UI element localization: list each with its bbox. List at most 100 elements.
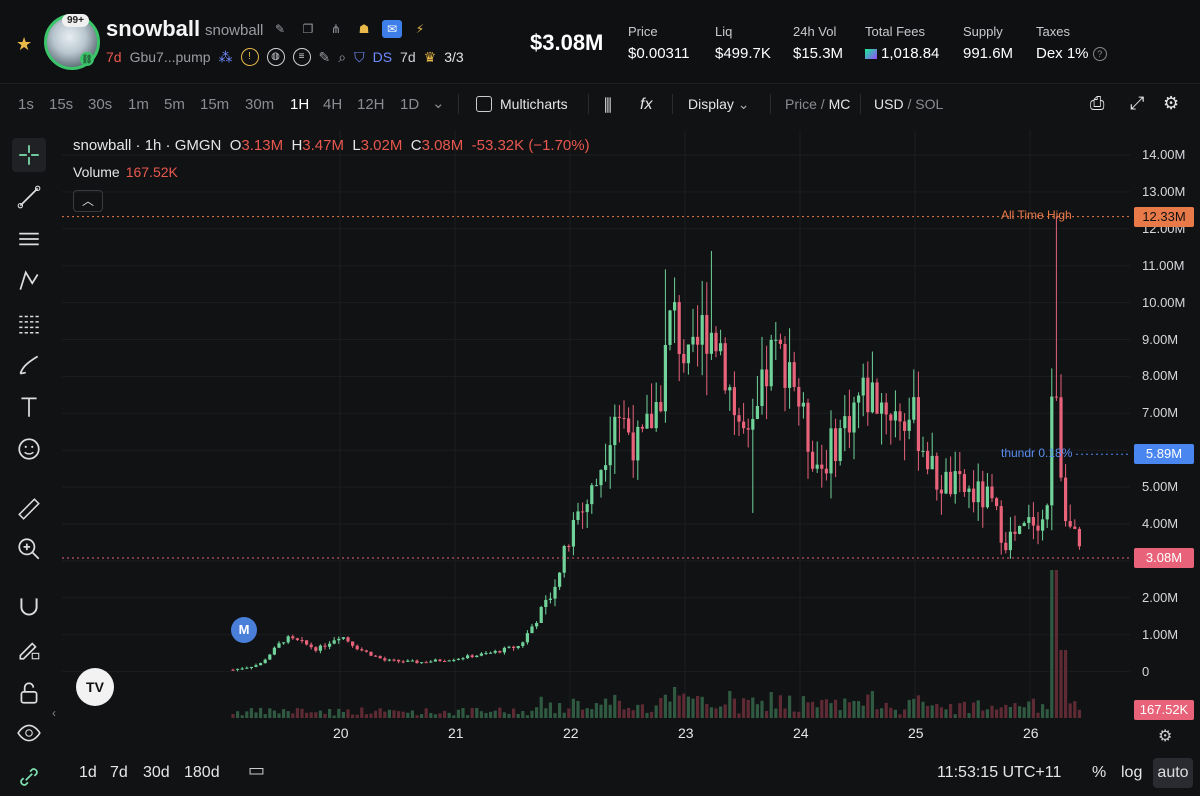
help-icon[interactable]: ? bbox=[1092, 47, 1107, 62]
chain-svg bbox=[20, 768, 38, 786]
candle-body bbox=[926, 450, 930, 470]
multicharts-toggle[interactable]: Multicharts bbox=[476, 96, 568, 112]
warning-icon[interactable]: ! bbox=[240, 48, 259, 66]
indicators-fx-icon[interactable]: fx bbox=[640, 96, 653, 113]
volume-bar bbox=[728, 690, 732, 718]
range-1d[interactable]: 1d bbox=[79, 764, 97, 781]
text-tool-icon[interactable] bbox=[12, 390, 46, 424]
mc-option[interactable]: MC bbox=[828, 96, 851, 112]
list-icon[interactable]: ≡ bbox=[292, 48, 311, 66]
share-icon[interactable]: ⋔ bbox=[330, 22, 342, 36]
tradingview-logo[interactable]: TV bbox=[76, 668, 114, 706]
timeframe-1d[interactable]: 1D bbox=[400, 96, 420, 113]
magnet-icon[interactable] bbox=[12, 590, 46, 624]
trendline-icon[interactable] bbox=[12, 180, 46, 214]
token-address[interactable]: Gbu7...pump bbox=[129, 49, 211, 65]
percent-toggle[interactable]: % bbox=[1092, 764, 1107, 781]
timeframe-4h[interactable]: 4H bbox=[323, 96, 343, 113]
chat-icon[interactable]: ✉ bbox=[382, 20, 402, 38]
candles bbox=[231, 216, 1081, 672]
text-svg bbox=[21, 397, 37, 417]
lock-drawing-icon[interactable] bbox=[12, 632, 46, 666]
log-toggle[interactable]: log bbox=[1121, 764, 1143, 781]
high-value: 3.47M bbox=[302, 137, 344, 154]
currency-toggle[interactable]: USD / SOL bbox=[874, 96, 943, 112]
timeframe-30m[interactable]: 30m bbox=[245, 96, 275, 113]
note-icon[interactable]: ✎ bbox=[318, 48, 331, 65]
auto-scale-toggle[interactable]: auto bbox=[1153, 758, 1193, 788]
range-7d[interactable]: 7d bbox=[110, 764, 128, 781]
ds-icon[interactable]: ⛉ bbox=[354, 48, 365, 65]
display-menu[interactable]: Display ⌄ bbox=[688, 96, 750, 113]
copy-icon[interactable]: ❐ bbox=[302, 22, 314, 36]
candle-body bbox=[553, 586, 557, 599]
candle-body bbox=[801, 402, 805, 407]
candle-body bbox=[824, 468, 828, 474]
search-icon[interactable]: ⌕ bbox=[338, 48, 347, 65]
axis-settings-gear-icon[interactable]: ⚙ bbox=[1158, 728, 1173, 745]
calendar-icon[interactable]: ▭ bbox=[248, 760, 266, 780]
brush-svg bbox=[19, 355, 39, 375]
ds-label[interactable]: DS bbox=[372, 49, 393, 65]
timeframe-12h[interactable]: 12H bbox=[357, 96, 385, 113]
ruler-svg bbox=[18, 498, 40, 520]
holders-icon[interactable]: ⁂ bbox=[218, 48, 233, 65]
volume-bar bbox=[254, 712, 258, 718]
collapse-sidebar-chevron-icon[interactable]: ‹ bbox=[52, 706, 56, 720]
unlock-icon[interactable] bbox=[12, 676, 46, 710]
favorite-star-icon[interactable]: ★ bbox=[16, 34, 33, 54]
timeframe-1h[interactable]: 1H bbox=[290, 96, 310, 113]
price-mc-toggle[interactable]: Price / MC bbox=[785, 96, 850, 112]
crosshair-icon[interactable] bbox=[12, 138, 46, 172]
price-option[interactable]: Price bbox=[785, 96, 817, 112]
timeframe-5m[interactable]: 5m bbox=[164, 96, 185, 113]
volume-bar bbox=[456, 709, 460, 718]
volume-bar bbox=[742, 698, 746, 718]
usd-option[interactable]: USD bbox=[874, 96, 904, 112]
horizontal-lines-icon[interactable] bbox=[12, 222, 46, 256]
display-label: Display bbox=[688, 96, 734, 112]
migration-marker[interactable]: M bbox=[231, 617, 257, 643]
candle-body bbox=[328, 643, 332, 647]
volume-bar bbox=[553, 713, 557, 718]
range-180d[interactable]: 180d bbox=[184, 764, 220, 781]
zoom-in-icon[interactable] bbox=[12, 532, 46, 566]
visibility-eye-icon[interactable] bbox=[12, 716, 46, 750]
candle-body bbox=[295, 638, 299, 641]
candle-body bbox=[714, 332, 718, 352]
collapse-legend-chevron-up-icon[interactable]: ︿ bbox=[73, 190, 103, 212]
candle-body bbox=[461, 658, 465, 660]
stat-label: 24h Vol bbox=[793, 24, 837, 39]
sol-option[interactable]: SOL bbox=[915, 96, 944, 112]
settings-gear-icon[interactable]: ⚙ bbox=[1163, 93, 1180, 113]
volume-bar bbox=[990, 705, 994, 718]
range-30d[interactable]: 30d bbox=[143, 764, 170, 781]
fullscreen-icon[interactable]: ⤢ bbox=[1130, 93, 1145, 113]
timeframe-15s[interactable]: 15s bbox=[49, 96, 74, 113]
timeframe-1m[interactable]: 1m bbox=[128, 96, 149, 113]
edit-icon[interactable]: ✎ bbox=[274, 22, 286, 36]
timeframe-15m[interactable]: 15m bbox=[200, 96, 230, 113]
checkbox-icon[interactable] bbox=[476, 96, 492, 112]
low-value: 3.02M bbox=[360, 137, 403, 154]
candle-type-icon[interactable]: ⫼ bbox=[604, 96, 612, 115]
volume-bar bbox=[484, 712, 488, 718]
link-chain-icon[interactable] bbox=[12, 760, 46, 794]
price-lines bbox=[62, 216, 1130, 559]
timeframe-dropdown-chevron-icon[interactable]: ⌄ bbox=[432, 95, 445, 112]
globe-icon[interactable]: ◍ bbox=[266, 48, 285, 66]
candle-body bbox=[783, 343, 787, 388]
volume-price-tag: 167.52K bbox=[1134, 700, 1194, 720]
pattern-icon[interactable] bbox=[12, 264, 46, 298]
brush-icon[interactable] bbox=[12, 348, 46, 382]
divider bbox=[588, 94, 589, 114]
timeframe-1s[interactable]: 1s bbox=[18, 96, 34, 113]
ruler-icon[interactable] bbox=[12, 492, 46, 526]
lightning-icon[interactable]: ⚡ bbox=[415, 22, 425, 36]
timeframe-30s[interactable]: 30s bbox=[88, 96, 113, 113]
community-icon[interactable]: ☗ bbox=[358, 22, 370, 36]
camera-icon[interactable]: ⎙ bbox=[1090, 93, 1105, 113]
candle-body bbox=[479, 653, 483, 656]
emoji-icon[interactable] bbox=[12, 432, 46, 466]
